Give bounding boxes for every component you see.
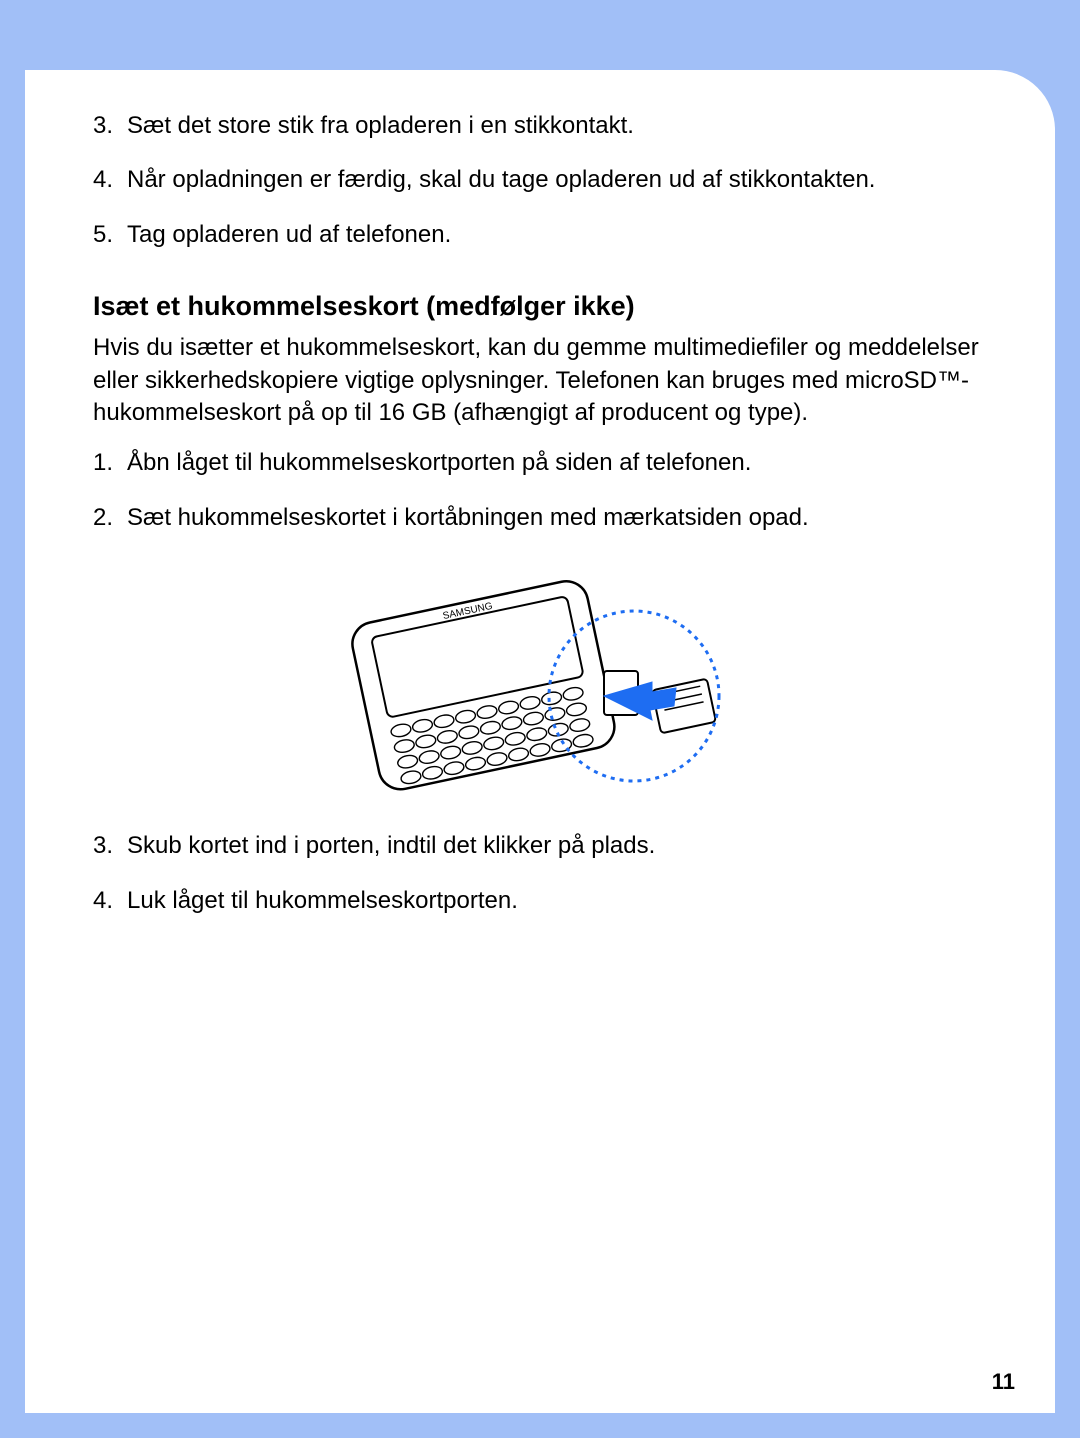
phone-illustration-svg: SAMSUNG [304,556,774,806]
step-number: 4. [93,164,127,196]
steps-mid-list: 1. Åbn låget til hukommelseskortporten p… [93,447,985,534]
step-number: 3. [93,110,127,142]
sd-card-group [604,671,716,733]
step-number: 4. [93,885,127,917]
step-item: 4. Luk låget til hukommelseskortporten. [93,885,985,917]
section-heading: Isæt et hukommelseskort (medfølger ikke) [93,291,985,322]
step-item: 1. Åbn låget til hukommelseskortporten p… [93,447,985,479]
step-text: Tag opladeren ud af telefonen. [127,219,985,251]
step-item: 5. Tag opladeren ud af telefonen. [93,219,985,251]
step-number: 3. [93,830,127,862]
step-text: Sæt hukommelseskortet i kortåbningen med… [127,502,985,534]
steps-bottom-list: 3. Skub kortet ind i porten, indtil det … [93,830,985,917]
steps-top-list: 3. Sæt det store stik fra opladeren i en… [93,110,985,251]
step-number: 1. [93,447,127,479]
page-number: 11 [992,1369,1015,1395]
step-text: Når opladningen er færdig, skal du tage … [127,164,985,196]
page-outer: 3. Sæt det store stik fra opladeren i en… [0,0,1080,1438]
step-number: 2. [93,502,127,534]
page-content: 3. Sæt det store stik fra opladeren i en… [25,70,1055,1413]
step-item: 4. Når opladningen er færdig, skal du ta… [93,164,985,196]
step-item: 3. Sæt det store stik fra opladeren i en… [93,110,985,142]
intro-paragraph: Hvis du isætter et hukommelseskort, kan … [93,332,985,429]
step-item: 3. Skub kortet ind i porten, indtil det … [93,830,985,862]
step-text: Skub kortet ind i porten, indtil det kli… [127,830,985,862]
memory-card-figure: SAMSUNG [93,556,985,806]
step-text: Sæt det store stik fra opladeren i en st… [127,110,985,142]
step-number: 5. [93,219,127,251]
step-text: Luk låget til hukommelseskortporten. [127,885,985,917]
step-item: 2. Sæt hukommelseskortet i kortåbningen … [93,502,985,534]
step-text: Åbn låget til hukommelseskortporten på s… [127,447,985,479]
